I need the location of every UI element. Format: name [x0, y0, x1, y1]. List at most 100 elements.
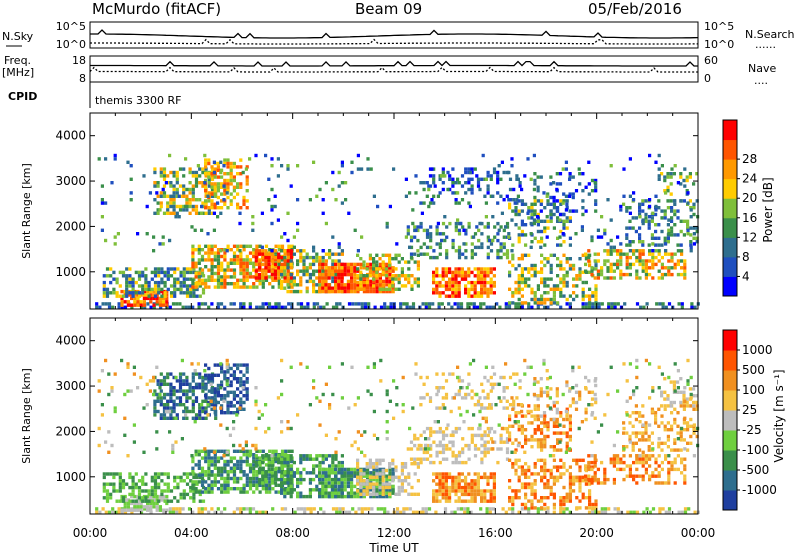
heatmap-cell: [255, 244, 259, 248]
heatmap-cell: [207, 206, 211, 210]
heatmap-cell: [191, 258, 195, 262]
heatmap-cell: [464, 392, 468, 397]
heatmap-cell: [381, 284, 385, 288]
heatmap-cell: [508, 417, 512, 422]
heatmap-cell: [651, 262, 655, 267]
heatmap-cell: [107, 305, 112, 309]
heatmap-cell: [337, 269, 341, 273]
heatmap-cell: [216, 459, 221, 464]
heatmap-cell: [159, 201, 163, 205]
heatmap-cell: [486, 433, 490, 438]
heatmap-cell: [628, 206, 632, 210]
heatmap-cell: [444, 280, 448, 285]
heatmap-cell: [238, 249, 242, 253]
heatmap-cell: [409, 235, 414, 239]
heatmap-cell: [337, 259, 341, 263]
heatmap-cell: [340, 467, 344, 472]
heatmap-cell: [381, 253, 385, 257]
heatmap-cell: [213, 387, 217, 391]
heatmap-cell: [273, 457, 278, 461]
heatmap-cell: [421, 510, 425, 514]
heatmap-cell: [207, 456, 211, 460]
heatmap-cell: [546, 485, 550, 490]
heatmap-cell: [454, 454, 458, 458]
heatmap-cell: [489, 375, 493, 380]
heatmap-cell: [176, 277, 180, 281]
heatmap-cell: [312, 471, 316, 475]
heatmap-cell: [575, 294, 579, 298]
heatmap-cell: [207, 275, 211, 279]
heatmap-cell: [239, 466, 243, 470]
heatmap-cell: [470, 496, 474, 500]
heatmap-cell: [427, 187, 431, 192]
heatmap-cell: [612, 269, 616, 273]
heatmap-cell: [546, 202, 550, 206]
heatmap-cell: [236, 377, 240, 381]
heatmap-cell: [160, 277, 164, 281]
heatmap-cell: [530, 506, 534, 510]
heatmap-cell: [648, 266, 652, 270]
heatmap-cell: [159, 372, 163, 376]
heatmap-cell: [123, 505, 127, 509]
heatmap-cell: [283, 460, 287, 465]
heatmap-cell: [641, 269, 645, 273]
heatmap-cell: [383, 507, 387, 511]
heatmap-cell: [194, 372, 199, 376]
heatmap-cell: [257, 262, 262, 267]
heatmap-cell: [514, 448, 518, 452]
heatmap-cell: [356, 283, 360, 287]
heatmap-cell: [594, 305, 598, 309]
heatmap-cell: [173, 475, 177, 480]
heatmap-cell: [419, 443, 423, 448]
heatmap-cell: [616, 266, 620, 270]
heatmap-cell: [483, 443, 487, 448]
heatmap-cell: [683, 266, 687, 270]
heatmap-cell: [191, 483, 195, 487]
heatmap-cell: [362, 484, 366, 489]
heatmap-cell: [378, 289, 382, 294]
power-colorbar-swatch: [723, 178, 737, 199]
heatmap-cell: [267, 177, 271, 181]
heatmap-cell: [289, 494, 293, 499]
heatmap-cell: [477, 228, 481, 233]
heatmap-cell: [270, 471, 274, 475]
heatmap-cell: [210, 390, 214, 394]
heatmap-cell: [692, 242, 696, 246]
heatmap-cell: [588, 489, 592, 493]
heatmap-cell: [391, 269, 395, 273]
heatmap-cell: [112, 291, 116, 295]
heatmap-cell: [520, 187, 524, 192]
heatmap-cell: [149, 501, 153, 506]
heatmap-cell: [248, 463, 253, 467]
heatmap-cell: [459, 305, 464, 309]
heatmap-cell: [232, 195, 236, 200]
heatmap-cell: [400, 479, 404, 483]
heatmap-cell: [536, 472, 540, 476]
heatmap-cell: [292, 245, 296, 249]
nave-legend: ....: [754, 74, 768, 87]
heatmap-cell: [251, 507, 256, 511]
heatmap-cell: [239, 397, 243, 401]
heatmap-cell: [324, 471, 328, 475]
heatmap-cell: [514, 305, 518, 309]
heatmap-cell: [198, 406, 202, 410]
heatmap-cell: [584, 496, 588, 500]
heatmap-cell: [438, 475, 442, 480]
heatmap-cell: [562, 277, 566, 281]
heatmap-cell: [162, 375, 167, 380]
heatmap-cell: [340, 164, 344, 168]
heatmap-cell: [587, 192, 591, 196]
heatmap-cell: [271, 278, 275, 282]
heatmap-cell: [229, 373, 233, 377]
heatmap-cell: [483, 450, 487, 455]
heatmap-cell: [597, 305, 601, 309]
heatmap-cell: [441, 372, 445, 376]
heatmap-cell: [454, 482, 458, 486]
heatmap-cell: [530, 209, 534, 213]
heatmap-cell: [594, 506, 598, 510]
heatmap-cell: [591, 475, 595, 479]
heatmap-cell: [321, 474, 325, 478]
heatmap-cell: [536, 215, 540, 219]
heatmap-cell: [695, 229, 699, 234]
heatmap-cell: [603, 259, 607, 263]
